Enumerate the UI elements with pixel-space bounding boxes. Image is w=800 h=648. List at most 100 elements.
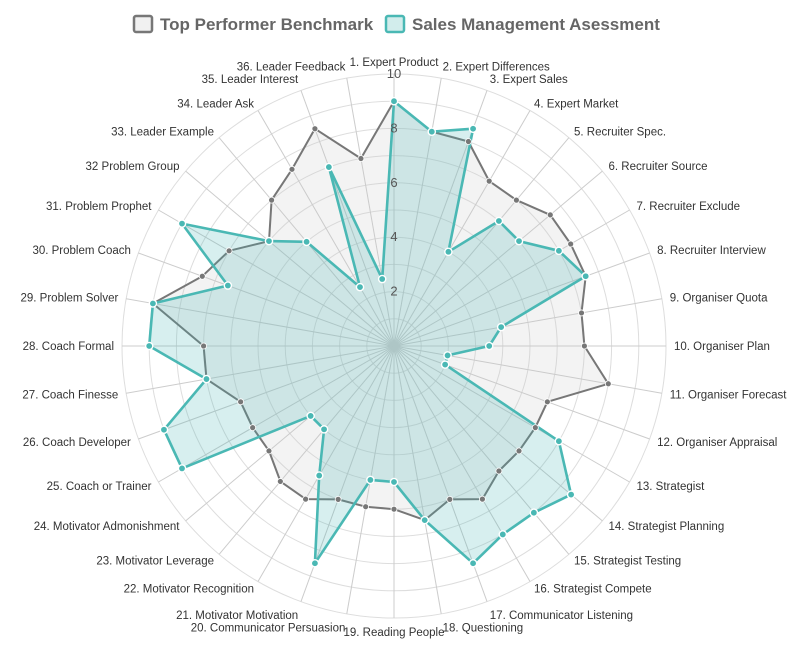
data-point	[478, 495, 486, 503]
axis-label: 34. Leader Ask	[177, 99, 254, 111]
axis-label: 6. Recruiter Source	[609, 161, 708, 173]
legend-swatch-0	[132, 14, 154, 34]
data-point	[355, 282, 365, 292]
data-point	[512, 196, 520, 204]
grid-spoke	[218, 345, 395, 555]
axis-label: 26. Coach Developer	[23, 437, 131, 449]
data-point	[465, 138, 472, 145]
axis-label: 3. Expert Sales	[490, 74, 568, 86]
data-point	[159, 425, 169, 435]
grid-spoke	[185, 170, 395, 347]
grid-spoke	[393, 209, 630, 347]
data-point	[390, 505, 398, 513]
axis-label: 22. Motivator Recognition	[124, 584, 254, 596]
data-point	[310, 558, 320, 568]
axis-label: 11. Organiser Forecast	[670, 390, 788, 402]
tick-label: 10	[387, 66, 401, 81]
grid-spoke	[393, 345, 603, 522]
data-point	[144, 341, 154, 351]
tick-label: 6	[390, 175, 397, 190]
axis-label: 4. Expert Market	[534, 99, 619, 111]
axis-label: 23. Motivator Leverage	[96, 556, 214, 568]
grid-spoke	[393, 345, 488, 602]
axis-label: 10. Organiser Plan	[674, 341, 770, 353]
grid-spoke	[393, 110, 531, 347]
axis-label: 25. Coach or Trainer	[47, 481, 152, 493]
grid-spoke	[393, 137, 570, 347]
axis-label: 32 Problem Group	[86, 161, 180, 173]
axis-label: 20. Communicator Persuasion	[191, 623, 346, 635]
axis-label: 33. Leader Example	[111, 127, 214, 139]
data-point	[581, 342, 588, 350]
data-point	[494, 216, 504, 226]
axis-label: 15. Strategist Testing	[574, 556, 681, 568]
data-point	[446, 495, 454, 503]
data-point	[468, 558, 478, 568]
grid-spoke	[257, 345, 395, 582]
axis-label: 2. Expert Differences	[443, 61, 550, 73]
data-point	[485, 177, 493, 185]
grid-spoke	[138, 252, 395, 347]
axis-label: 35. Leader Interest	[202, 74, 299, 86]
data-point	[389, 96, 399, 106]
grid-spoke	[158, 345, 395, 483]
data-point	[498, 530, 508, 539]
data-point	[495, 467, 503, 475]
axis-label: 5. Recruiter Spec.	[574, 127, 666, 139]
axis-label: 18. Questioning	[443, 623, 524, 635]
grid-spoke	[393, 252, 650, 347]
grid-spoke	[393, 78, 442, 347]
grid-spoke	[185, 345, 395, 522]
axis-label: 19. Reading People	[343, 627, 444, 639]
legend-label-1: Sales Management Asessment	[412, 15, 660, 34]
data-point	[177, 464, 187, 473]
data-point	[362, 503, 370, 511]
data-point	[202, 374, 211, 384]
data-point	[223, 281, 233, 290]
axis-label: 30. Problem Coach	[32, 245, 130, 257]
axis-label: 24. Motivator Admonishment	[34, 521, 181, 533]
data-point	[567, 240, 575, 248]
data-point	[578, 309, 585, 317]
grid-spoke	[393, 345, 662, 394]
data-point	[177, 219, 187, 228]
data-point	[302, 495, 310, 503]
data-point	[604, 380, 612, 388]
data-point	[514, 236, 524, 246]
data-point	[377, 274, 387, 284]
data-point	[288, 165, 296, 173]
grid-spoke	[393, 170, 603, 347]
tick-label: 4	[390, 229, 397, 244]
data-point	[546, 211, 554, 219]
axis-label: 27. Coach Finesse	[22, 390, 118, 402]
axis-label: 14. Strategist Planning	[609, 521, 725, 533]
grid-spoke	[138, 345, 395, 440]
data-point	[566, 490, 576, 499]
grid-spoke	[126, 298, 395, 347]
grid-group	[121, 73, 667, 619]
data-point	[529, 508, 539, 517]
data-point	[581, 271, 590, 281]
axis-label: 13. Strategist	[637, 481, 706, 493]
data-point	[484, 341, 494, 351]
tick-label: 8	[390, 120, 397, 135]
data-point	[249, 424, 257, 432]
axis-label: 12. Organiser Appraisal	[657, 437, 777, 449]
data-point	[311, 125, 319, 133]
data-point	[264, 236, 274, 246]
data-point	[444, 247, 453, 257]
grid-spoke	[346, 78, 395, 347]
data-point	[554, 436, 564, 446]
data-point	[334, 495, 342, 503]
data-point	[440, 360, 450, 369]
series-points-1	[144, 96, 590, 568]
data-point	[319, 425, 329, 434]
data-point	[306, 411, 315, 421]
grid-spoke	[393, 345, 630, 483]
axis-label: 16. Strategist Compete	[534, 584, 652, 596]
grid-spoke	[158, 209, 395, 347]
axis-label: 29. Problem Solver	[21, 292, 119, 304]
data-point	[276, 478, 284, 485]
grid-spoke	[393, 345, 531, 582]
